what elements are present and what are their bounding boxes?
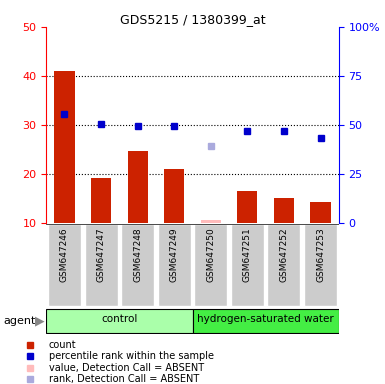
Text: rank, Detection Call = ABSENT: rank, Detection Call = ABSENT <box>49 374 199 384</box>
FancyBboxPatch shape <box>121 224 154 306</box>
Bar <box>274 198 294 223</box>
Text: GSM647253: GSM647253 <box>316 227 325 282</box>
Text: GSM647246: GSM647246 <box>60 227 69 281</box>
Bar <box>164 169 184 223</box>
Text: hydrogen-saturated water: hydrogen-saturated water <box>197 314 334 324</box>
Text: percentile rank within the sample: percentile rank within the sample <box>49 351 214 361</box>
Bar <box>310 202 331 223</box>
Text: GSM647247: GSM647247 <box>97 227 105 281</box>
Text: value, Detection Call = ABSENT: value, Detection Call = ABSENT <box>49 363 204 373</box>
Text: agent: agent <box>4 316 36 326</box>
FancyBboxPatch shape <box>194 224 227 306</box>
Bar <box>91 178 111 223</box>
FancyBboxPatch shape <box>46 309 192 333</box>
Text: ▶: ▶ <box>35 314 44 327</box>
Bar <box>237 191 258 223</box>
FancyBboxPatch shape <box>231 224 264 306</box>
Bar <box>127 151 148 223</box>
FancyBboxPatch shape <box>304 224 337 306</box>
Bar <box>54 71 75 223</box>
Title: GDS5215 / 1380399_at: GDS5215 / 1380399_at <box>120 13 265 26</box>
Bar <box>201 220 221 223</box>
Text: control: control <box>101 314 137 324</box>
Text: GSM647252: GSM647252 <box>280 227 288 281</box>
FancyBboxPatch shape <box>85 224 117 306</box>
Text: GSM647249: GSM647249 <box>170 227 179 281</box>
Text: GSM647251: GSM647251 <box>243 227 252 282</box>
FancyBboxPatch shape <box>48 224 81 306</box>
FancyBboxPatch shape <box>192 309 339 333</box>
Text: GSM647248: GSM647248 <box>133 227 142 281</box>
Text: GSM647250: GSM647250 <box>206 227 215 282</box>
Text: count: count <box>49 340 76 350</box>
FancyBboxPatch shape <box>268 224 300 306</box>
FancyBboxPatch shape <box>158 224 191 306</box>
